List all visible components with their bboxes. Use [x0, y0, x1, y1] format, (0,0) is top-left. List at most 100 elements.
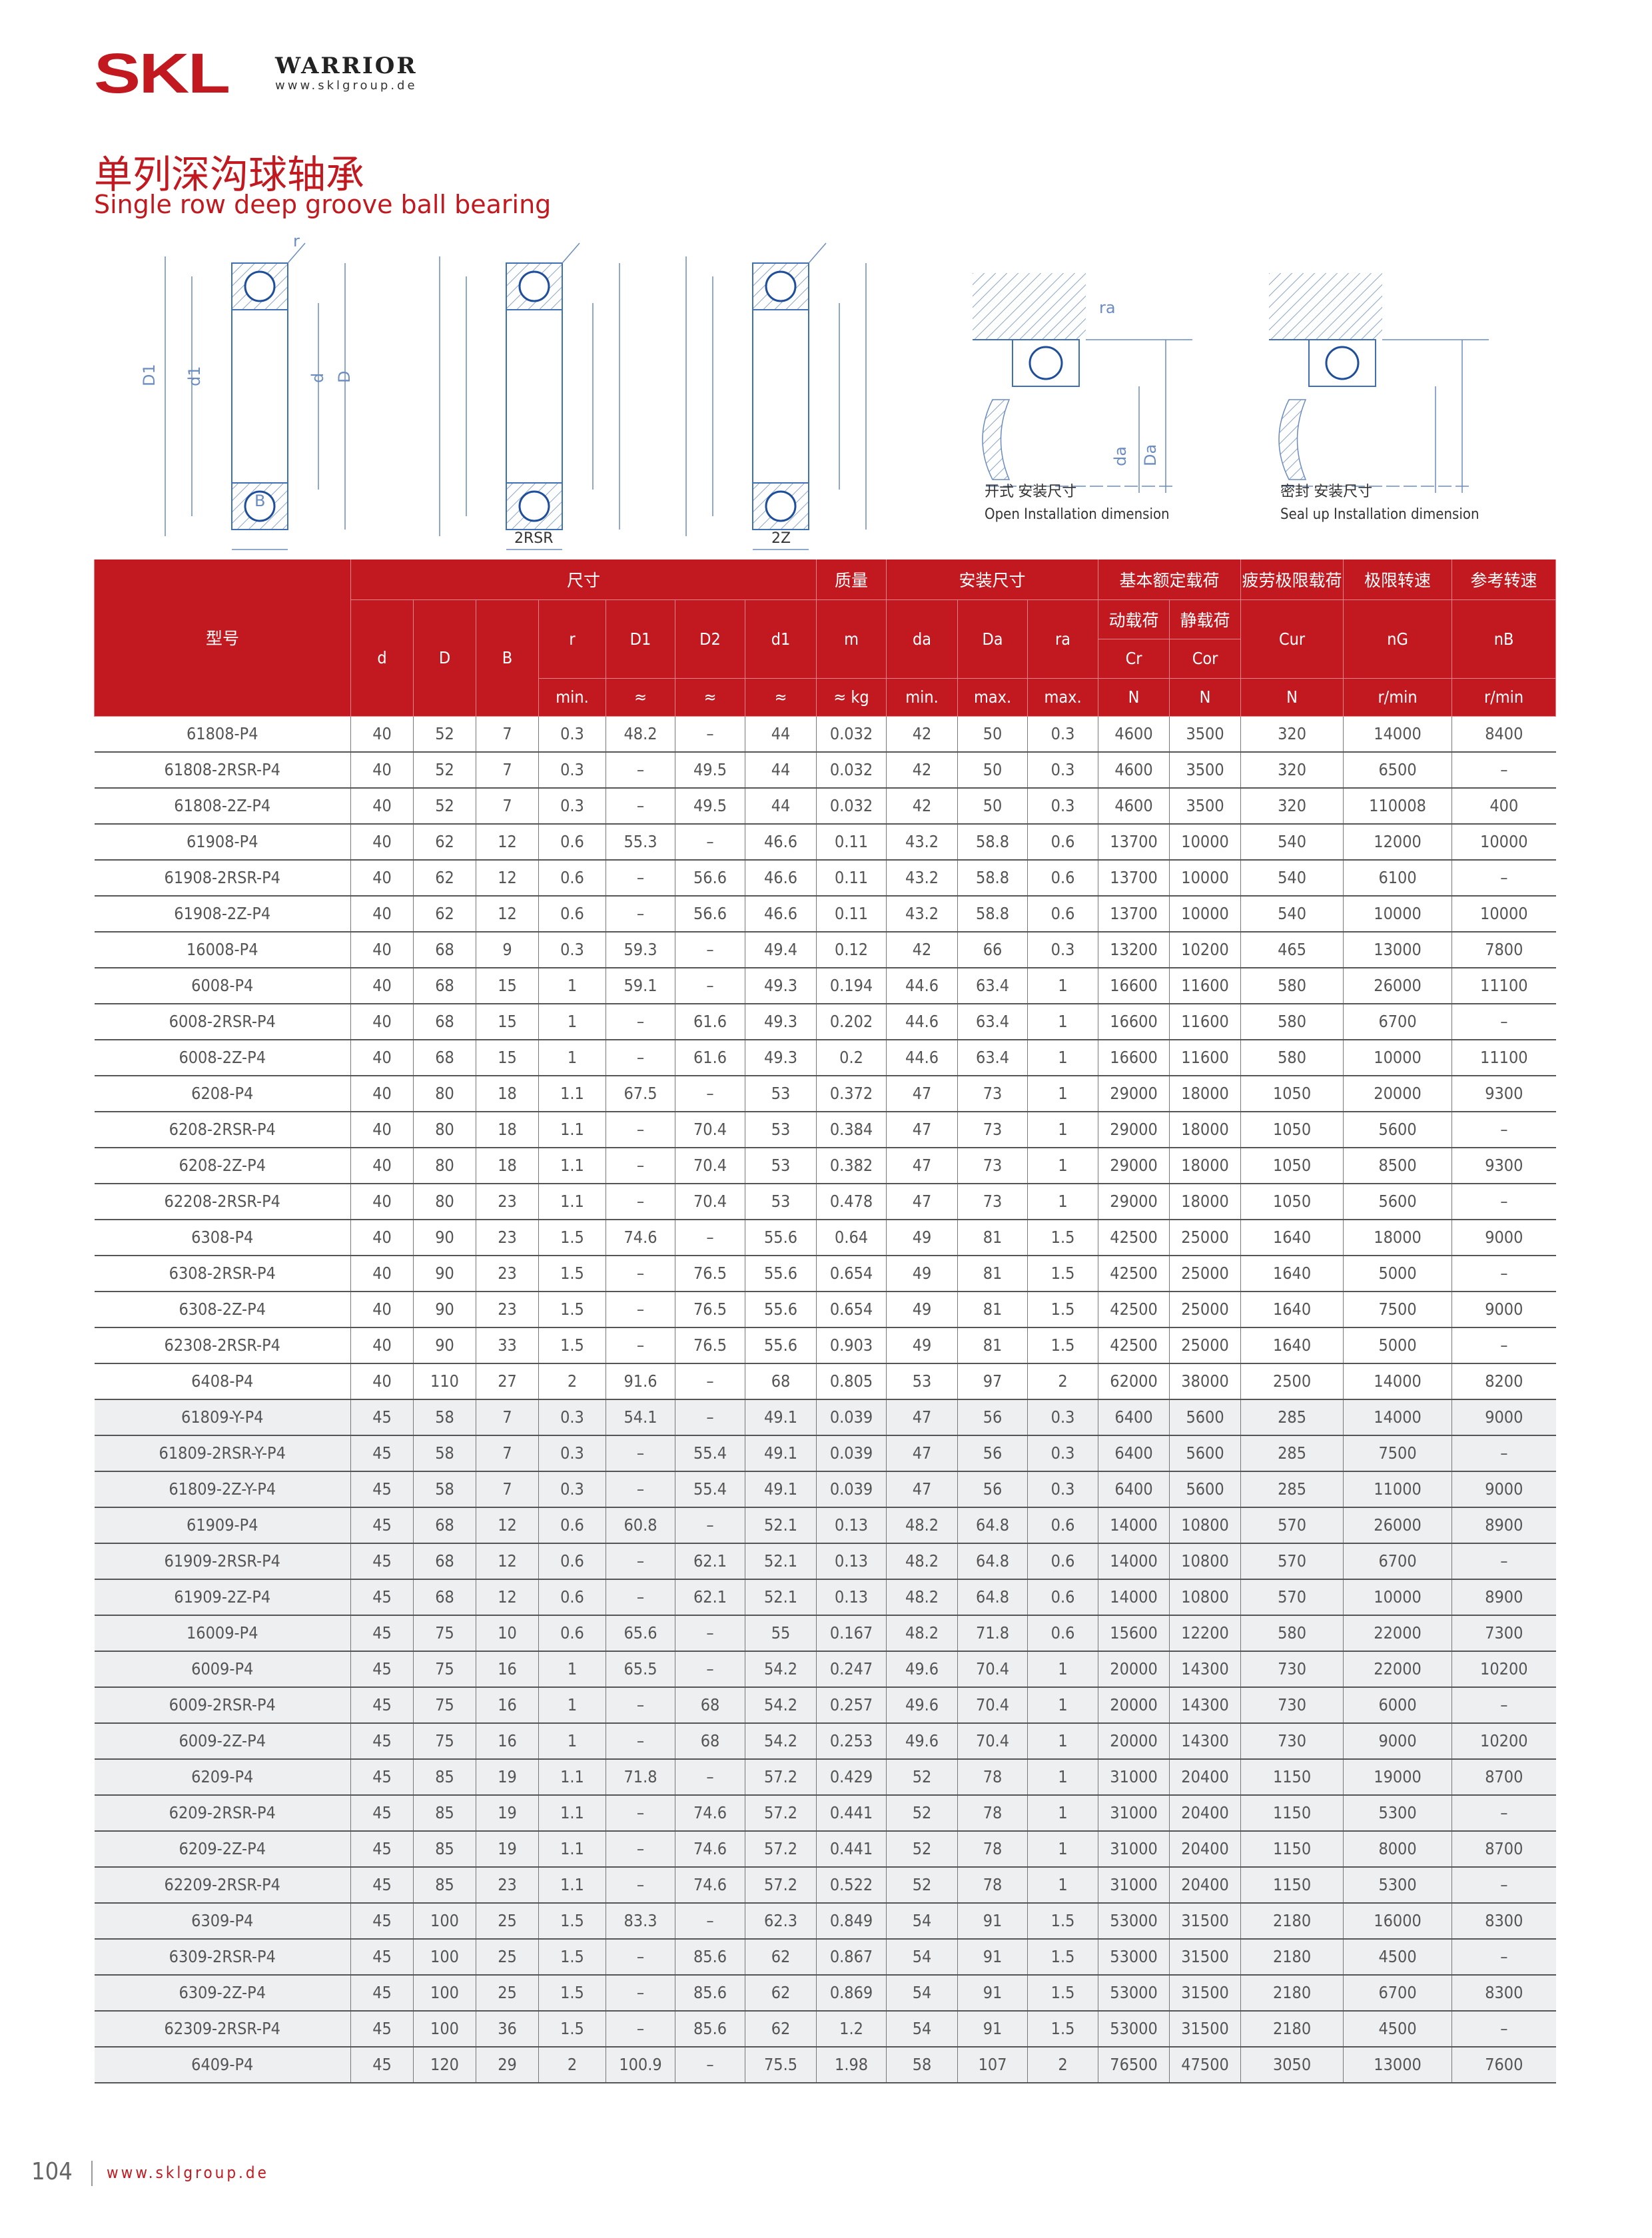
header-static: 静载荷 [1169, 599, 1242, 639]
value-cell: 49.6 [886, 1722, 958, 1760]
value-cell: 62 [413, 895, 476, 932]
value-cell: 0.6 [538, 1507, 606, 1544]
value-cell: – [1451, 1255, 1556, 1292]
value-cell: – [675, 1219, 745, 1256]
value-cell: 0.6 [1027, 1507, 1098, 1544]
model-cell: 6008-2Z-P4 [94, 1039, 351, 1076]
value-cell: 40 [350, 859, 414, 897]
value-cell: 7 [476, 787, 539, 825]
model-cell: 6009-2RSR-P4 [94, 1686, 351, 1724]
value-cell: 730 [1240, 1722, 1344, 1760]
value-cell: 62000 [1098, 1363, 1170, 1400]
value-cell: 12 [476, 859, 539, 897]
value-cell: – [1451, 1003, 1556, 1040]
value-cell: 57.2 [744, 1866, 817, 1904]
value-cell: 40 [350, 716, 414, 753]
value-cell: 8400 [1451, 716, 1556, 753]
model-cell: 6209-P4 [94, 1758, 351, 1796]
value-cell: 49 [886, 1327, 958, 1364]
value-cell: 0.12 [816, 931, 887, 968]
table-row: 6309-2RSR-P4 45 100 25 1.5–85.6 62 0.867 54 91 1.… [94, 1938, 1556, 1976]
value-cell: 0.384 [816, 1111, 887, 1148]
value-cell: 13000 [1343, 2046, 1452, 2083]
value-cell: 90 [413, 1291, 476, 1328]
value-cell: 12 [476, 1579, 539, 1616]
model-cell: 6208-P4 [94, 1075, 351, 1112]
value-cell: 0.6 [538, 895, 606, 932]
value-cell: 54 [886, 1974, 958, 2012]
value-cell: 56 [957, 1435, 1028, 1472]
value-cell: 1 [1027, 1866, 1098, 1904]
footer-url[interactable]: www.sklgroup.de [107, 2163, 269, 2182]
value-cell: 40 [350, 751, 414, 789]
value-cell: 31000 [1098, 1830, 1170, 1868]
table-row: 61808-2RSR-P4 40 52 7 0.3–49.5 44 0.032 42 50 0.3… [94, 751, 1556, 789]
value-cell: 9000 [1451, 1471, 1556, 1508]
value-cell: 1.1 [538, 1111, 606, 1148]
footer-divider [91, 2161, 93, 2186]
value-cell: 62 [413, 823, 476, 861]
value-cell: 16 [476, 1686, 539, 1724]
drawing-2z-bearing [685, 242, 867, 551]
unit-cell: max. [1027, 677, 1099, 717]
value-cell: 20000 [1098, 1722, 1170, 1760]
value-cell: – [606, 859, 675, 897]
value-cell: 74.6 [675, 1794, 745, 1832]
value-cell: 53000 [1098, 1974, 1170, 2012]
value-cell: 40 [350, 1147, 414, 1184]
unit-cell: N [1169, 677, 1242, 717]
table-row: 6308-2Z-P4 40 90 23 1.5–76.5 55.6 0.654 49 81 1.5… [94, 1291, 1556, 1328]
value-cell: 10800 [1169, 1579, 1241, 1616]
value-cell: 1.5 [538, 1219, 606, 1256]
value-cell: 47 [886, 1147, 958, 1184]
value-cell: 40 [350, 1327, 414, 1364]
value-cell: 540 [1240, 823, 1344, 861]
value-cell: – [606, 895, 675, 932]
value-cell: 76.5 [675, 1327, 745, 1364]
dim-label-Da: Da [1141, 444, 1160, 466]
col-Cr: Cr [1098, 638, 1170, 679]
value-cell: 42 [886, 787, 958, 825]
value-cell: – [1451, 1686, 1556, 1724]
value-cell: 68 [413, 1039, 476, 1076]
value-cell: 75.5 [744, 2046, 817, 2083]
value-cell: 80 [413, 1183, 476, 1220]
value-cell: 1.1 [538, 1758, 606, 1796]
value-cell: 7600 [1451, 2046, 1556, 2083]
table-row: 62208-2RSR-P4 40 80 23 1.1–70.4 53 0.478 47 73 1 2… [94, 1183, 1556, 1220]
model-cell: 6409-P4 [94, 2046, 351, 2083]
value-cell: 1.5 [1027, 2010, 1098, 2048]
value-cell: 44.6 [886, 967, 958, 1004]
value-cell: 0.3 [1027, 1435, 1098, 1472]
variant-label-2z: 2Z [771, 530, 791, 547]
value-cell: 1.5 [1027, 1974, 1098, 2012]
value-cell: 42 [886, 751, 958, 789]
value-cell: 25000 [1169, 1255, 1241, 1292]
value-cell: – [606, 1579, 675, 1616]
value-cell: – [675, 716, 745, 753]
value-cell: 730 [1240, 1686, 1344, 1724]
value-cell: 62 [744, 1974, 817, 2012]
value-cell: 31000 [1098, 1794, 1170, 1832]
value-cell: – [606, 1039, 675, 1076]
value-cell: 59.1 [606, 967, 675, 1004]
value-cell: 6100 [1343, 859, 1452, 897]
value-cell: 45 [350, 1471, 414, 1508]
value-cell: 49.5 [675, 787, 745, 825]
value-cell: 0.478 [816, 1183, 887, 1220]
model-cell: 6209-2RSR-P4 [94, 1794, 351, 1832]
value-cell: 0.253 [816, 1722, 887, 1760]
dim-label-D1: D1 [140, 364, 159, 386]
value-cell: – [1451, 859, 1556, 897]
table-row: 61908-P4 40 62 12 0.6 55.3–46.6 0.11 43.2 58.8 0.… [94, 823, 1556, 861]
value-cell: 12 [476, 823, 539, 861]
value-cell: 68 [675, 1686, 745, 1724]
value-cell: 0.3 [1027, 751, 1098, 789]
value-cell: 54 [886, 2010, 958, 2048]
model-cell: 16008-P4 [94, 931, 351, 968]
value-cell: 25 [476, 1974, 539, 2012]
value-cell: 49 [886, 1255, 958, 1292]
value-cell: 81 [957, 1219, 1028, 1256]
value-cell: 49.6 [886, 1651, 958, 1688]
dim-label-r: r [293, 232, 300, 250]
